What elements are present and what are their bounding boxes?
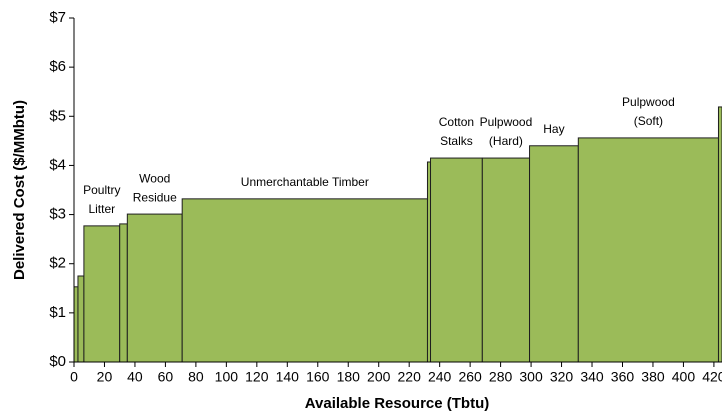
y-axis-title: Delivered Cost ($/MMbtu): [11, 100, 28, 280]
bar-label: Residue: [133, 190, 177, 204]
x-axis-title: Available Resource (Tbtu): [305, 395, 489, 412]
x-tick-label: 380: [641, 369, 665, 385]
y-tick-label: $4: [49, 156, 66, 173]
bar: [577, 137, 719, 363]
x-tick-label: 200: [367, 369, 391, 385]
bar: [119, 223, 128, 363]
y-tick-label: $3: [49, 206, 66, 223]
bar-label: (Soft): [634, 114, 663, 128]
x-tick-label: 240: [428, 369, 452, 385]
x-tick-label: 360: [611, 369, 635, 385]
bar-label: (Hard): [489, 134, 523, 148]
bar: [83, 225, 121, 363]
x-tick-label: 160: [306, 369, 330, 385]
y-tick-label: $2: [49, 255, 66, 272]
bar-label: Pulpwood: [480, 115, 533, 129]
bar: [717, 106, 722, 363]
bar: [77, 275, 85, 363]
y-tick-label: $5: [49, 107, 66, 124]
x-tick-label: 120: [245, 369, 269, 385]
x-tick-label: 260: [458, 369, 482, 385]
y-tick-label: $6: [49, 58, 66, 75]
x-tick-label: 0: [70, 369, 78, 385]
bar: [181, 198, 428, 363]
bar: [430, 157, 483, 363]
x-tick-label: 20: [97, 369, 113, 385]
x-tick-label: 340: [580, 369, 604, 385]
y-tick-label: $7: [49, 9, 66, 26]
bar-label: Stalks: [440, 134, 473, 148]
y-tick-label: $1: [49, 304, 66, 321]
x-tick-label: 280: [489, 369, 513, 385]
bar-label: Litter: [88, 202, 115, 216]
x-tick-label: 100: [215, 369, 239, 385]
y-tick-label: $0: [49, 353, 66, 370]
bar-label: Unmerchantable Timber: [241, 175, 369, 189]
x-tick-label: 320: [550, 369, 574, 385]
bar: [481, 157, 531, 363]
bar-label: Poultry: [83, 183, 120, 197]
x-tick-label: 60: [158, 369, 174, 385]
x-tick-label: 220: [398, 369, 422, 385]
x-tick-label: 80: [188, 369, 204, 385]
bar-label: Cotton: [439, 115, 474, 129]
bar: [73, 286, 79, 363]
x-tick-label: 400: [672, 369, 696, 385]
x-tick-label: 420: [702, 369, 722, 385]
bar-label: Hay: [543, 122, 564, 136]
bar-label: Pulpwood: [622, 95, 675, 109]
bar: [529, 145, 579, 363]
bar: [126, 213, 183, 363]
x-tick-label: 140: [276, 369, 300, 385]
bar-label: Wood: [139, 171, 170, 185]
x-tick-label: 300: [519, 369, 543, 385]
x-tick-label: 180: [337, 369, 361, 385]
x-tick-label: 40: [127, 369, 143, 385]
